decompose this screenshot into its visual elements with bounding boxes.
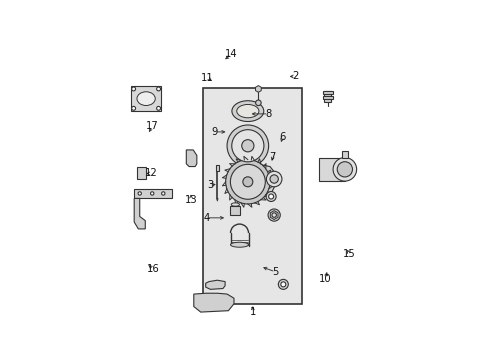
Circle shape xyxy=(138,192,141,195)
Polygon shape xyxy=(230,164,275,198)
Text: 5: 5 xyxy=(272,267,278,277)
Text: 12: 12 xyxy=(144,168,157,179)
Text: 4: 4 xyxy=(203,213,209,223)
Text: 10: 10 xyxy=(319,274,331,284)
Circle shape xyxy=(265,192,276,202)
Circle shape xyxy=(226,125,268,167)
Circle shape xyxy=(332,158,356,181)
Bar xyxy=(215,165,219,171)
Polygon shape xyxy=(216,198,218,201)
Circle shape xyxy=(231,130,264,162)
Bar xyxy=(318,158,344,181)
Text: 3: 3 xyxy=(207,180,213,190)
Polygon shape xyxy=(186,150,197,167)
Circle shape xyxy=(131,87,135,91)
Circle shape xyxy=(255,100,261,105)
Circle shape xyxy=(150,192,154,195)
Bar xyxy=(342,152,347,158)
Circle shape xyxy=(280,282,285,287)
Ellipse shape xyxy=(236,104,259,118)
Polygon shape xyxy=(193,293,233,312)
Bar xyxy=(230,206,240,215)
Circle shape xyxy=(278,279,288,289)
Text: 17: 17 xyxy=(145,121,158,131)
Circle shape xyxy=(156,87,160,91)
Ellipse shape xyxy=(231,203,239,206)
Polygon shape xyxy=(205,280,224,289)
Bar xyxy=(324,91,330,102)
Circle shape xyxy=(266,171,282,187)
Circle shape xyxy=(337,162,352,177)
Text: 2: 2 xyxy=(291,72,298,81)
Text: 14: 14 xyxy=(224,49,237,59)
Bar xyxy=(322,91,332,94)
Polygon shape xyxy=(134,198,145,229)
Bar xyxy=(203,87,301,304)
Text: 7: 7 xyxy=(269,152,275,162)
Text: 15: 15 xyxy=(342,249,355,259)
Ellipse shape xyxy=(230,242,248,247)
Circle shape xyxy=(241,140,253,152)
Circle shape xyxy=(269,175,278,183)
Text: 11: 11 xyxy=(201,73,214,83)
Circle shape xyxy=(162,192,164,195)
Circle shape xyxy=(268,194,273,199)
Circle shape xyxy=(156,107,160,110)
Circle shape xyxy=(131,107,135,110)
Circle shape xyxy=(271,213,276,217)
Text: 1: 1 xyxy=(249,307,256,317)
Text: 13: 13 xyxy=(184,195,197,205)
Text: 16: 16 xyxy=(147,264,160,274)
Bar xyxy=(134,189,171,198)
Circle shape xyxy=(225,159,269,204)
Ellipse shape xyxy=(231,101,263,122)
Circle shape xyxy=(230,164,265,199)
Bar xyxy=(322,96,332,99)
Ellipse shape xyxy=(137,92,155,105)
Text: 8: 8 xyxy=(265,109,271,119)
Bar xyxy=(131,86,161,111)
Circle shape xyxy=(243,177,252,187)
Bar xyxy=(137,167,145,179)
Text: 6: 6 xyxy=(279,132,285,143)
Circle shape xyxy=(267,209,280,221)
Text: 9: 9 xyxy=(211,127,217,137)
